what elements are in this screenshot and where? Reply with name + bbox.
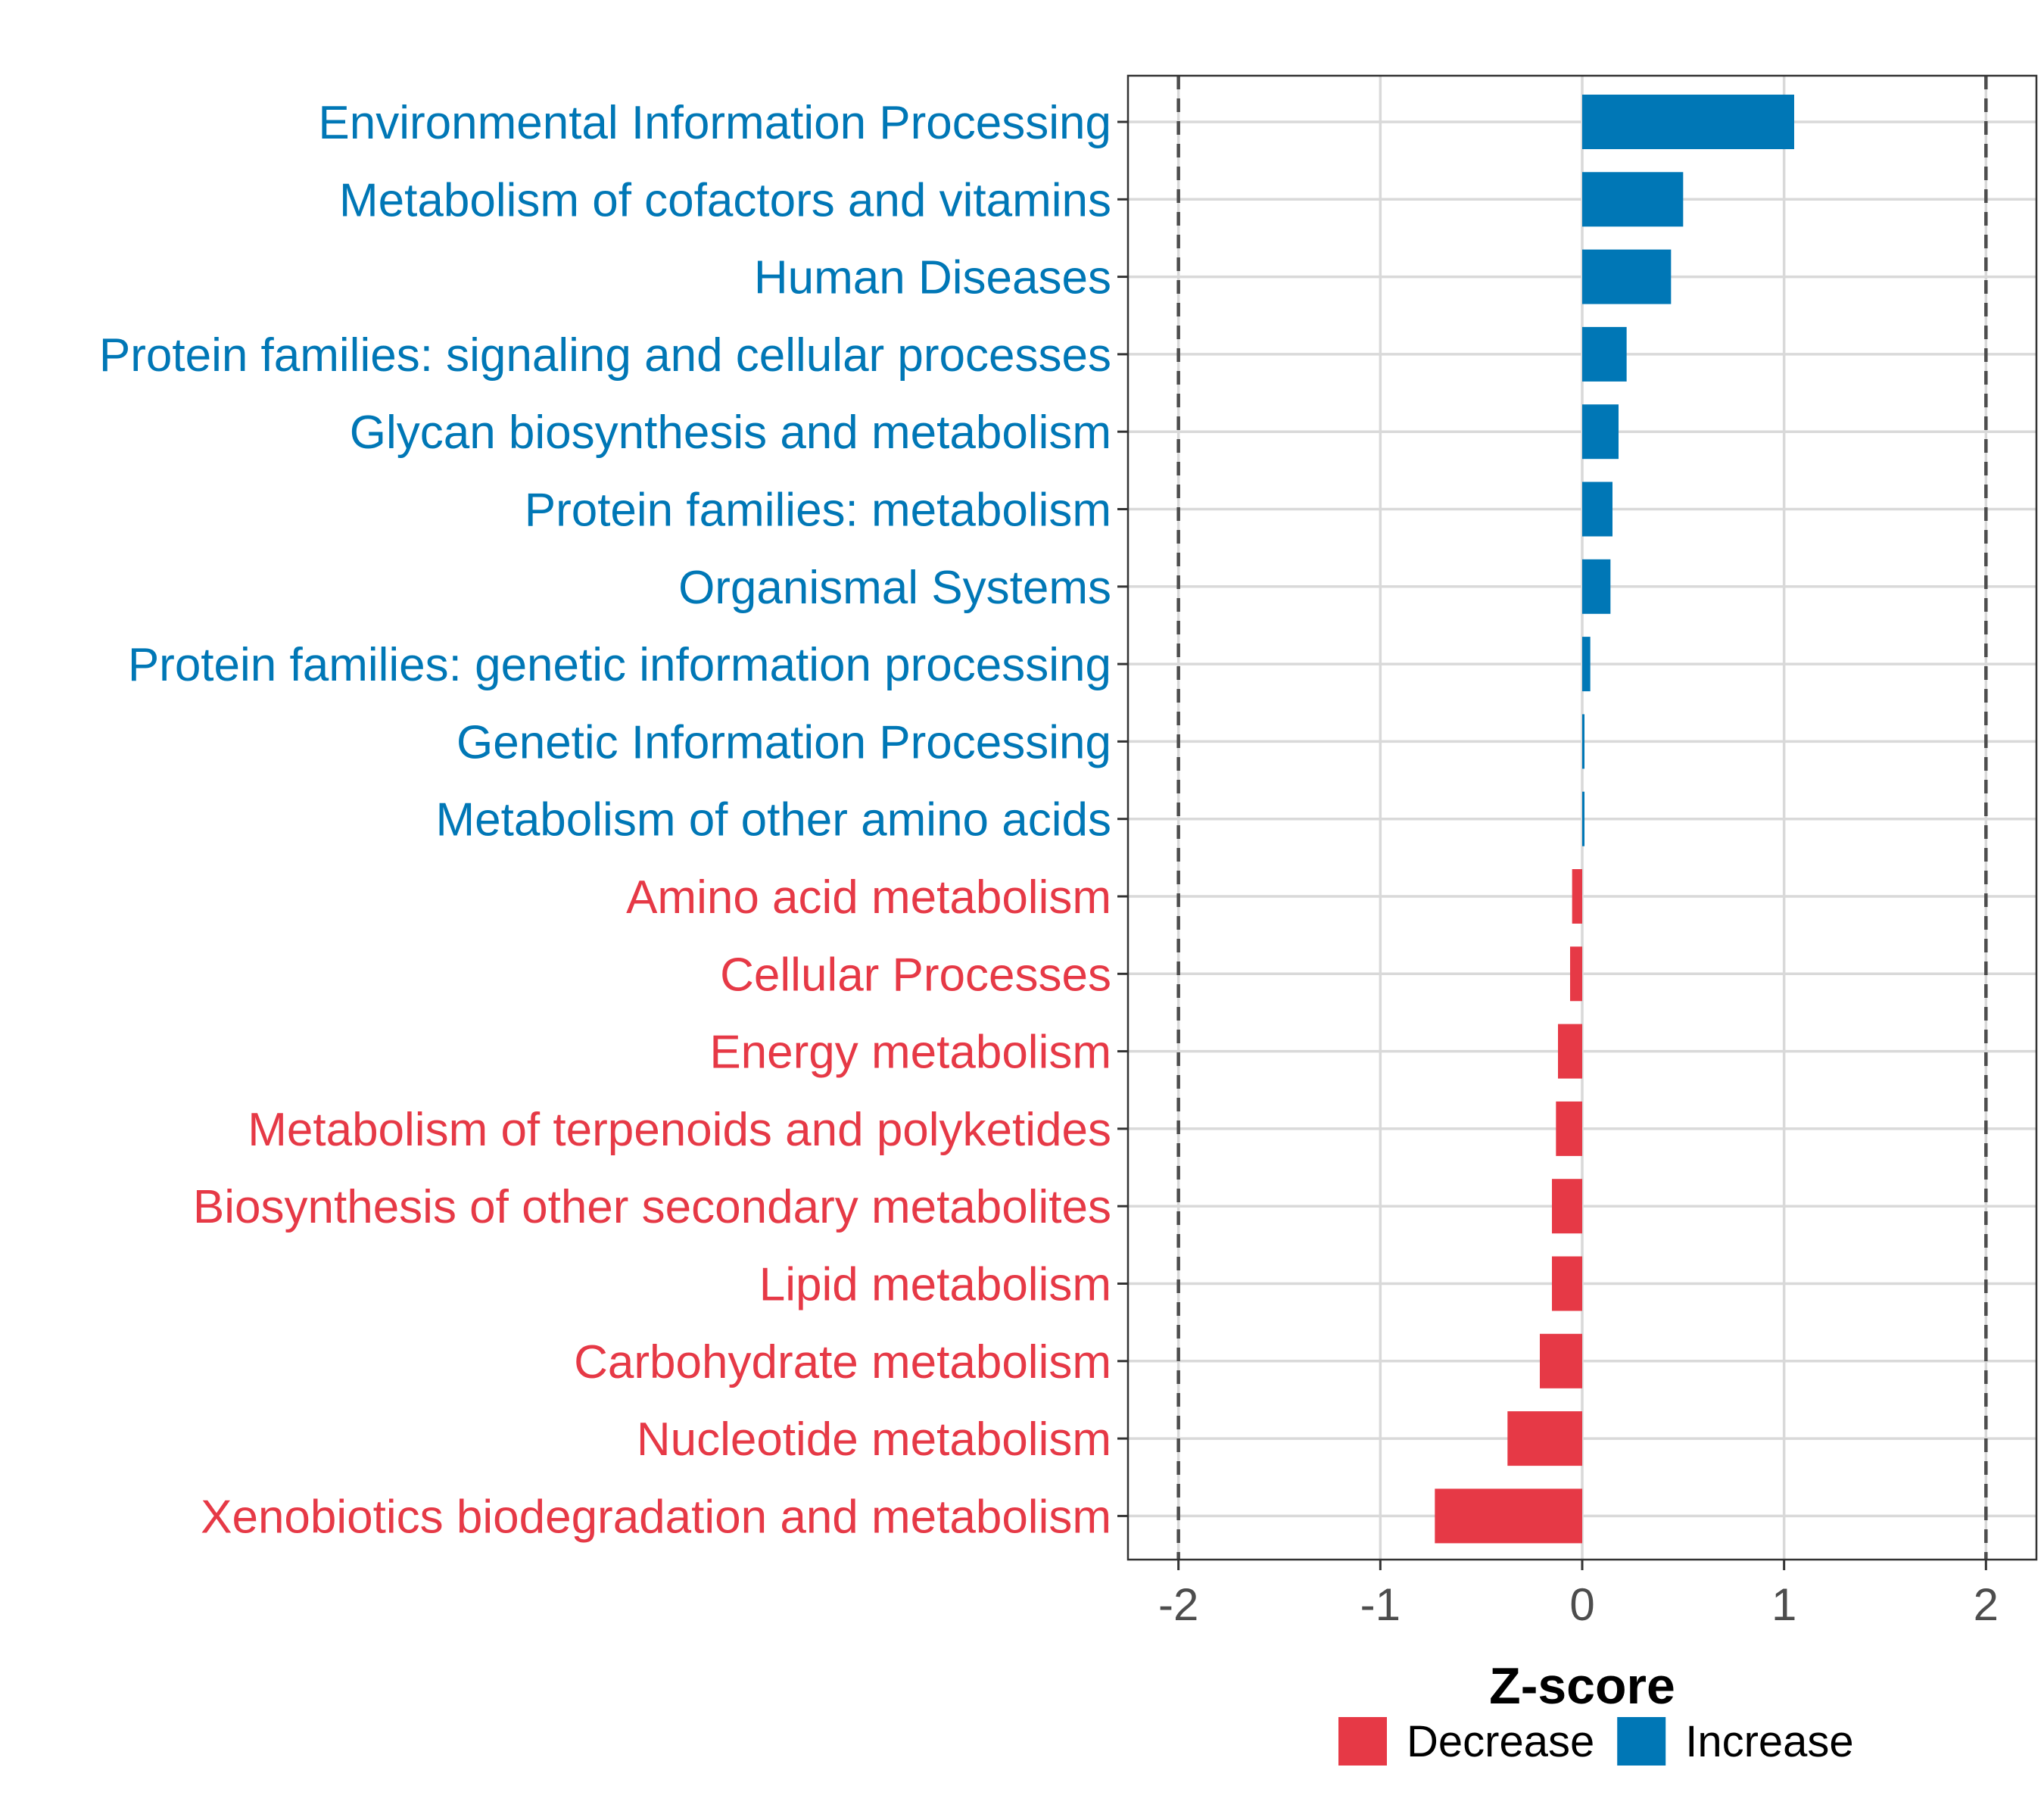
category-label: Metabolism of terpenoids and polyketides	[248, 1104, 1111, 1156]
bar	[1556, 1101, 1582, 1156]
category-label: Organismal Systems	[678, 562, 1111, 614]
legend-swatch	[1617, 1717, 1666, 1766]
bar	[1582, 95, 1794, 149]
bar	[1435, 1488, 1582, 1544]
bar	[1552, 1179, 1582, 1234]
x-axis-ticks: -2 -1 0 1 2	[1158, 1560, 1999, 1630]
category-label: Lipid metabolism	[759, 1259, 1111, 1311]
category-label: Environmental Information Processing	[318, 97, 1111, 149]
category-label: Protein families: metabolism	[525, 485, 1111, 537]
legend-label: Decrease	[1407, 1717, 1594, 1766]
bar	[1582, 714, 1584, 769]
bar	[1570, 946, 1582, 1002]
legend-label: Increase	[1685, 1717, 1853, 1766]
category-label: Protein families: signaling and cellular…	[99, 329, 1111, 382]
bar	[1572, 869, 1582, 924]
category-label: Nucleotide metabolism	[637, 1413, 1111, 1466]
bar	[1582, 249, 1672, 304]
category-label: Glycan biosynthesis and metabolism	[350, 407, 1111, 459]
category-label: Biosynthesis of other secondary metaboli…	[193, 1181, 1111, 1233]
bar	[1540, 1333, 1582, 1388]
category-label: Genetic Information Processing	[456, 716, 1111, 768]
category-label: Xenobiotics biodegradation and metabolis…	[201, 1491, 1111, 1543]
bars	[1435, 95, 1794, 1544]
x-tick-label: 0	[1569, 1579, 1594, 1630]
bar	[1558, 1024, 1582, 1079]
bar	[1507, 1411, 1582, 1466]
bar	[1582, 404, 1619, 460]
category-label: Cellular Processes	[720, 949, 1111, 1001]
bar	[1582, 326, 1627, 382]
legend-swatch	[1338, 1717, 1387, 1766]
category-label: Amino acid metabolism	[626, 871, 1111, 924]
bar	[1582, 482, 1612, 537]
x-axis-title: Z-score	[1489, 1657, 1675, 1715]
y-axis-ticks: Environmental Information Processing Meta…	[99, 97, 1128, 1543]
category-label: Human Diseases	[754, 252, 1111, 304]
bar	[1582, 791, 1584, 846]
x-tick-label: -1	[1360, 1579, 1401, 1630]
category-label: Energy metabolism	[709, 1027, 1111, 1079]
x-tick-label: 1	[1771, 1579, 1796, 1630]
bar	[1582, 559, 1611, 614]
category-label: Metabolism of cofactors and vitamins	[339, 174, 1111, 226]
x-tick-label: -2	[1158, 1579, 1198, 1630]
bar	[1552, 1256, 1582, 1311]
bar	[1582, 637, 1591, 692]
category-label: Metabolism of other amino acids	[435, 794, 1111, 846]
category-label: Protein families: genetic information pr…	[128, 639, 1111, 691]
legend: Decrease Increase	[1338, 1717, 1854, 1766]
x-tick-label: 2	[1974, 1579, 1999, 1630]
category-label: Carbohydrate metabolism	[574, 1336, 1111, 1388]
reference-lines	[1176, 76, 1988, 1560]
bar	[1582, 172, 1684, 227]
